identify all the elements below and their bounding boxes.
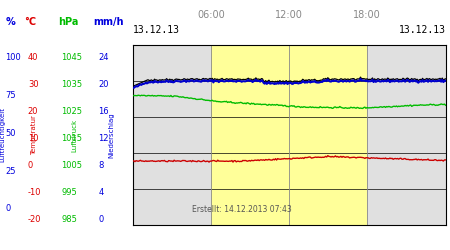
- Text: 1005: 1005: [61, 161, 82, 170]
- Text: 25: 25: [5, 166, 16, 175]
- Text: 16: 16: [98, 107, 109, 116]
- Text: 1015: 1015: [61, 134, 82, 143]
- Text: Temperatur: Temperatur: [32, 115, 37, 155]
- Text: -10: -10: [28, 188, 41, 197]
- Text: 995: 995: [61, 188, 77, 197]
- Text: 12:00: 12:00: [275, 10, 303, 20]
- Text: 4: 4: [98, 188, 104, 197]
- Text: 75: 75: [5, 91, 16, 100]
- Text: 30: 30: [28, 80, 39, 89]
- Text: 24: 24: [98, 53, 109, 62]
- Text: 12: 12: [98, 134, 109, 143]
- Text: Niederschlag: Niederschlag: [108, 112, 114, 158]
- Text: Luftdruck: Luftdruck: [72, 118, 77, 152]
- Text: 18:00: 18:00: [353, 10, 381, 20]
- Text: 8: 8: [98, 161, 104, 170]
- Text: 13.12.13: 13.12.13: [399, 25, 446, 35]
- Text: 1045: 1045: [61, 53, 82, 62]
- Text: 20: 20: [98, 80, 109, 89]
- Text: 0: 0: [28, 161, 33, 170]
- Text: 0: 0: [5, 204, 10, 213]
- Text: 50: 50: [5, 129, 16, 138]
- Bar: [211, 45, 367, 225]
- Text: Erstellt: 14.12.2013 07:43: Erstellt: 14.12.2013 07:43: [192, 205, 292, 214]
- Text: hPa: hPa: [58, 17, 79, 27]
- Text: 06:00: 06:00: [197, 10, 225, 20]
- Text: 100: 100: [5, 53, 21, 62]
- Text: -20: -20: [28, 215, 41, 224]
- Text: %: %: [5, 17, 15, 27]
- Text: °C: °C: [24, 17, 36, 27]
- Text: 40: 40: [28, 53, 38, 62]
- Text: mm/h: mm/h: [93, 17, 123, 27]
- Text: Luftfeuchtigkeit: Luftfeuchtigkeit: [0, 108, 6, 162]
- Text: 0: 0: [98, 215, 104, 224]
- Text: 20: 20: [28, 107, 38, 116]
- Text: 1025: 1025: [61, 107, 82, 116]
- Text: 13.12.13: 13.12.13: [133, 25, 180, 35]
- Text: 1035: 1035: [61, 80, 82, 89]
- Text: 10: 10: [28, 134, 38, 143]
- Text: 985: 985: [61, 215, 77, 224]
